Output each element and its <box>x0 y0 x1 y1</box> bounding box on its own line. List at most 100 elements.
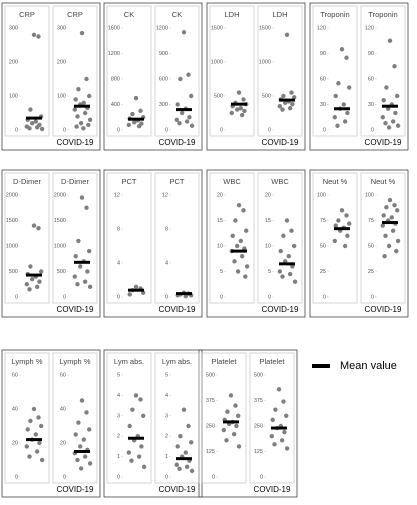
y-tick-label: 3 <box>117 413 120 419</box>
data-point <box>339 208 345 213</box>
data-point <box>224 438 229 443</box>
data-point <box>280 274 285 279</box>
data-point <box>234 423 239 429</box>
subplot-frame <box>4 5 50 137</box>
y-tick-label: 5 <box>220 269 223 275</box>
data-point <box>87 248 92 254</box>
x-axis-label: COVID-19 <box>365 305 402 314</box>
data-point <box>244 228 249 233</box>
data-point <box>78 444 83 449</box>
data-point <box>73 254 78 259</box>
subplot-title: Platelet <box>259 357 285 366</box>
y-tick-label: 500 <box>206 372 215 378</box>
mean-bar <box>26 438 42 442</box>
y-tick-label: 15 <box>265 218 271 224</box>
data-point <box>236 444 242 449</box>
y-tick-label: 20 <box>12 440 18 446</box>
mean-bar <box>231 249 247 253</box>
y-tick-label: 0 <box>371 294 374 300</box>
data-point <box>235 243 240 249</box>
data-point <box>81 437 87 442</box>
data-point <box>381 98 386 103</box>
subplot-title: Lymph % <box>12 357 43 366</box>
data-point <box>33 119 38 124</box>
data-point <box>136 454 142 459</box>
data-point <box>284 32 290 37</box>
data-point <box>24 444 29 449</box>
data-point <box>87 284 93 289</box>
x-axis-label: COVID-19 <box>365 138 402 147</box>
x-axis-label: COVID-19 <box>262 305 299 314</box>
data-point <box>286 254 291 259</box>
data-point <box>87 461 93 466</box>
y-tick-label: 0 <box>220 127 223 133</box>
y-tick-label: 0 <box>15 474 18 480</box>
data-point <box>232 259 237 264</box>
y-tick-label: 0 <box>63 127 66 133</box>
mean-bar <box>271 426 287 430</box>
data-point <box>174 117 179 123</box>
data-point <box>27 287 32 292</box>
y-tick-label: 100 <box>317 192 326 198</box>
y-tick-label: 300 <box>57 25 66 31</box>
y-tick-label: 1000 <box>211 59 223 65</box>
data-point <box>27 454 32 459</box>
mean-bar <box>279 98 295 102</box>
y-tick-label: 12 <box>114 192 120 198</box>
panel-group-frame <box>206 169 306 318</box>
subplot-frame <box>312 5 358 137</box>
y-tick-label: 1200 <box>156 25 168 31</box>
data-point <box>180 110 185 116</box>
subplot-title: Lym abs. <box>162 357 192 366</box>
data-point <box>233 403 238 408</box>
data-point <box>30 121 35 126</box>
panel-group-frame <box>206 2 306 151</box>
subplot-frame <box>209 5 255 137</box>
data-point <box>184 464 190 469</box>
y-tick-label: 800 <box>111 76 120 82</box>
y-tick-label: 15 <box>217 218 223 224</box>
subplot-frame <box>4 352 50 484</box>
data-point <box>28 107 33 112</box>
data-point <box>37 440 42 446</box>
data-point <box>243 274 248 279</box>
data-point <box>386 243 392 249</box>
y-tick-label: 0 <box>117 127 120 133</box>
data-point <box>236 90 242 95</box>
y-tick-label: 1500 <box>6 218 18 224</box>
data-point <box>78 121 84 126</box>
subplot-title: WBC <box>223 177 241 186</box>
panel-group-frame <box>103 169 203 318</box>
data-point <box>130 111 135 117</box>
data-point <box>184 119 190 124</box>
data-point <box>244 264 250 269</box>
subplot-title: CK <box>124 10 134 19</box>
data-point <box>393 110 398 116</box>
data-point <box>277 269 282 274</box>
data-point <box>73 97 78 102</box>
mean-bar <box>26 273 42 277</box>
data-point <box>31 32 37 37</box>
subplot-title: Troponin <box>368 10 397 19</box>
data-point <box>336 81 341 86</box>
y-tick-label: 0 <box>63 294 66 300</box>
data-point <box>39 457 45 463</box>
mean-bar <box>74 104 90 108</box>
data-point <box>345 110 350 116</box>
data-point <box>81 100 87 106</box>
y-tick-label: 12 <box>162 192 168 198</box>
panel-group-frame <box>1 169 101 318</box>
x-axis-label: COVID-19 <box>254 485 291 494</box>
mean-bar <box>176 108 192 112</box>
y-tick-label: 2000 <box>54 192 66 198</box>
y-tick-label: 0 <box>268 294 271 300</box>
data-point <box>136 123 142 129</box>
data-point <box>335 123 340 128</box>
y-tick-label: 20 <box>60 440 66 446</box>
y-tick-label: 500 <box>9 269 18 275</box>
data-point <box>384 85 389 90</box>
x-axis-label: COVID-19 <box>262 138 299 147</box>
y-tick-label: 0 <box>117 294 120 300</box>
data-point <box>229 110 234 116</box>
